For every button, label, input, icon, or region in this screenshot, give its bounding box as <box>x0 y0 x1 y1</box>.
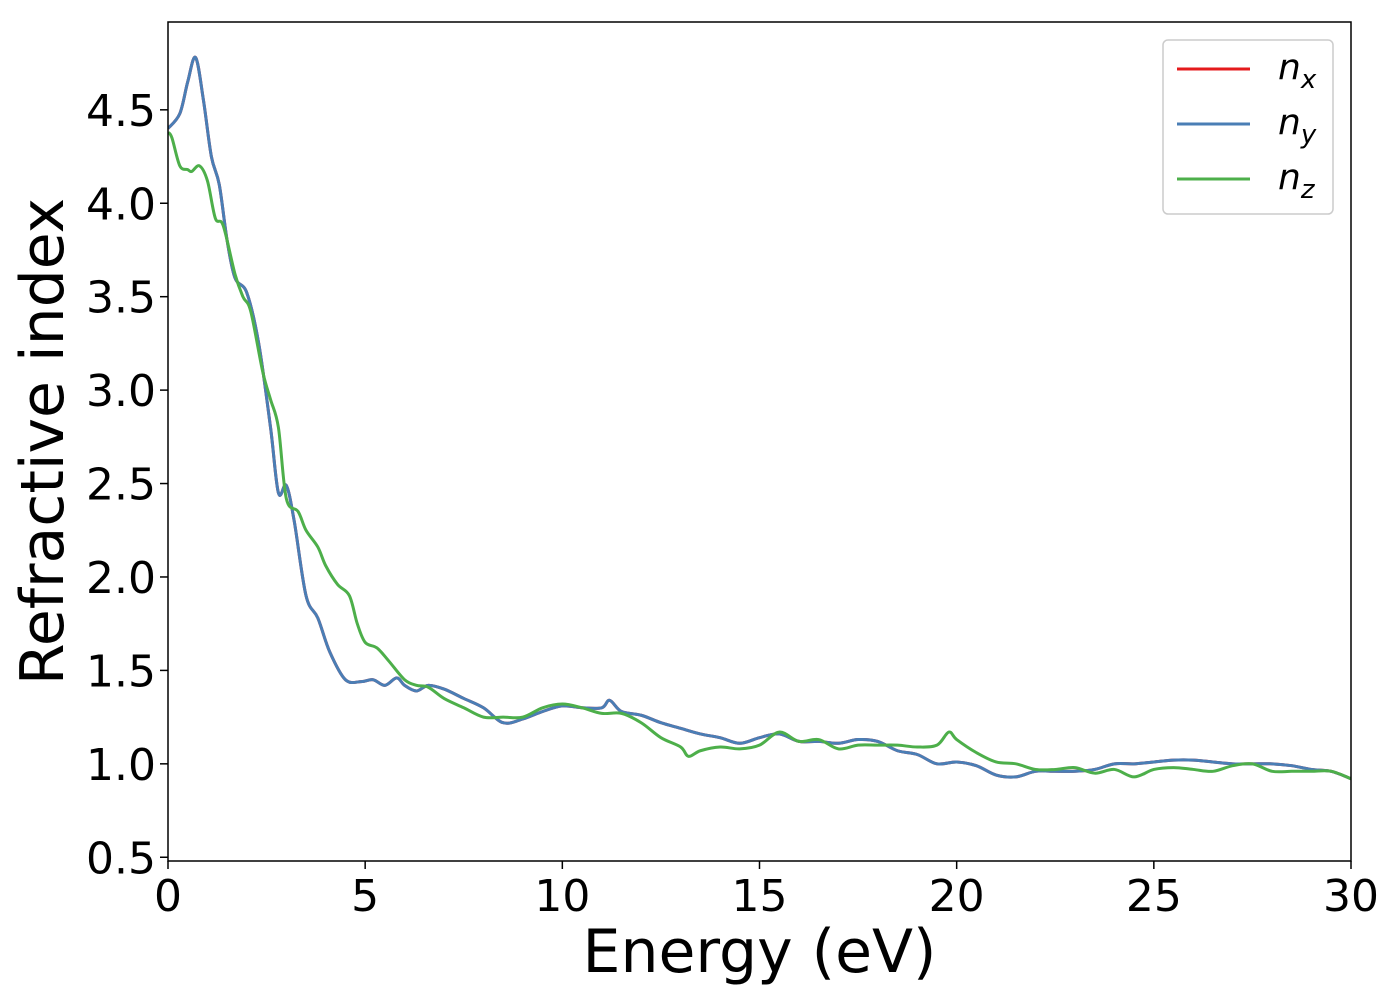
x-tick-label: 30 <box>1323 871 1379 922</box>
legend-label-subscript: y <box>1300 120 1317 150</box>
legend-label-main: n <box>1278 157 1301 198</box>
y-tick-label: 0.5 <box>86 833 156 884</box>
legend-label-main: n <box>1278 102 1301 143</box>
x-tick-label: 5 <box>351 871 379 922</box>
x-tick-label: 15 <box>732 871 788 922</box>
series-line-n-z <box>168 131 1351 781</box>
legend-box <box>1162 39 1334 215</box>
x-tick-label: 20 <box>929 871 985 922</box>
x-axis-title: Energy (eV) <box>583 917 937 987</box>
x-axis: 0 5 10 15 20 25 30 <box>154 861 1379 922</box>
y-axis-title: Refractive index <box>8 198 78 685</box>
series-layer <box>168 55 1351 781</box>
y-tick-label: 1.0 <box>86 740 156 791</box>
x-tick-label: 0 <box>154 871 182 922</box>
legend-label: nx <box>1278 47 1317 95</box>
x-tick-label: 25 <box>1126 871 1182 922</box>
y-tick-label: 4.0 <box>86 179 156 230</box>
legend-label: nz <box>1278 157 1316 205</box>
y-axis: 0.5 1.0 1.5 2.0 2.5 3.0 3.5 4.0 4.5 <box>86 86 168 884</box>
x-tick-label: 10 <box>534 871 590 922</box>
y-tick-label: 2.5 <box>86 460 156 511</box>
series-line-n-y <box>168 55 1351 781</box>
y-tick-label: 3.5 <box>86 273 156 324</box>
legend-label-subscript: x <box>1300 65 1317 95</box>
y-tick-label: 3.0 <box>86 366 156 417</box>
legend-label-main: n <box>1278 47 1301 88</box>
y-tick-label: 1.5 <box>86 646 156 697</box>
y-tick-label: 4.5 <box>86 86 156 137</box>
legend-label-subscript: z <box>1300 175 1316 205</box>
y-tick-label: 2.0 <box>86 553 156 604</box>
legend-label: ny <box>1278 102 1317 150</box>
